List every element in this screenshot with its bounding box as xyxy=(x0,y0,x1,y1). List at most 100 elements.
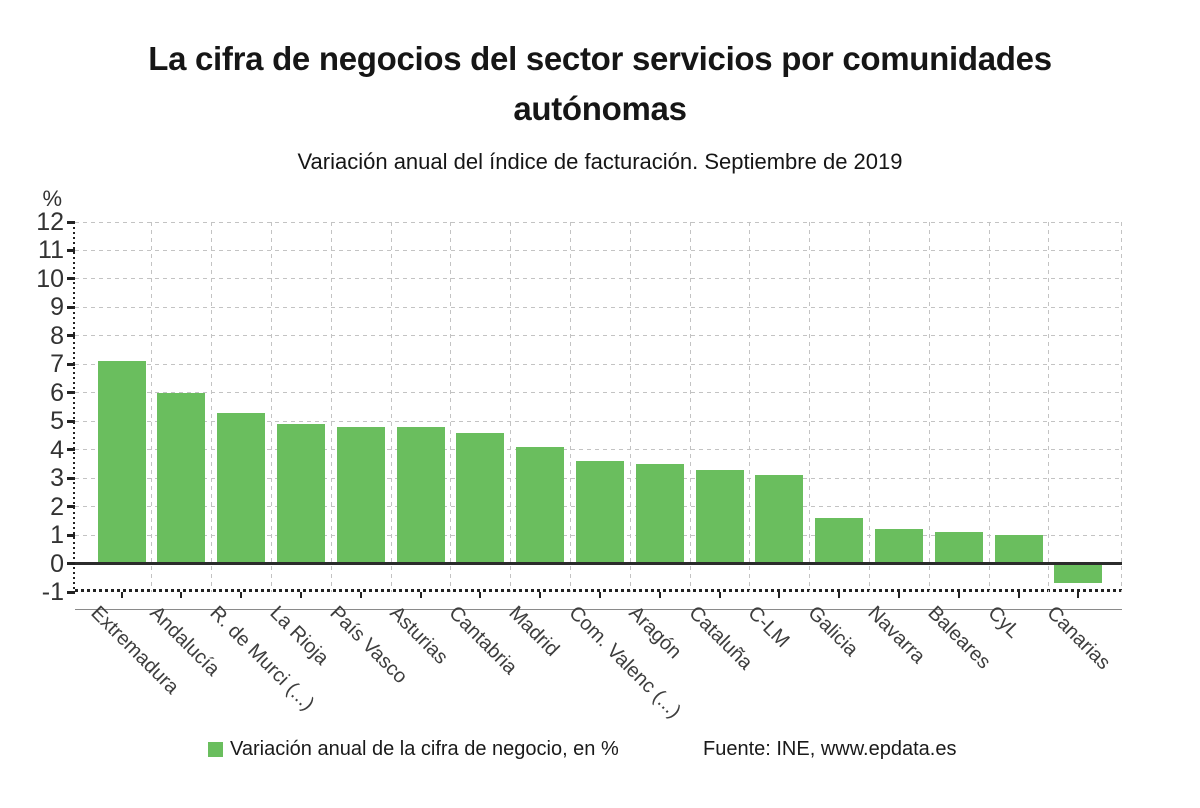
bar-andaluc-a xyxy=(157,392,206,564)
v-gridline xyxy=(928,222,930,592)
h-gridline xyxy=(75,335,1121,337)
y-axis-tick-mark xyxy=(67,277,75,281)
x-axis-tick-mark xyxy=(957,592,960,598)
x-axis-tick-mark xyxy=(778,592,781,598)
bar-cyl xyxy=(994,535,1043,564)
h-gridline xyxy=(75,249,1121,251)
h-gridline xyxy=(75,392,1121,394)
y-axis-tick-label: 3 xyxy=(50,464,64,493)
y-axis-tick-mark xyxy=(67,334,75,338)
x-axis-tick-mark xyxy=(658,592,661,598)
v-gridline xyxy=(1048,222,1050,592)
y-axis-tick-mark xyxy=(67,362,75,366)
h-gridline xyxy=(75,363,1121,365)
y-axis-tick-label: 5 xyxy=(50,407,64,436)
chart-title: La cifra de negocios del sector servicio… xyxy=(0,0,1200,134)
h-gridline xyxy=(75,221,1121,223)
bar-catalu-a xyxy=(695,469,744,564)
x-axis-tick-mark xyxy=(718,592,721,598)
bar-com-valenc xyxy=(575,461,624,564)
v-gridline xyxy=(390,222,392,592)
h-gridline xyxy=(75,306,1121,308)
y-axis-tick-label: 7 xyxy=(50,350,64,379)
bar-navarra xyxy=(874,529,923,564)
x-axis-tick-mark xyxy=(1017,592,1020,598)
v-gridline xyxy=(869,222,870,592)
v-gridline xyxy=(330,222,332,592)
v-gridline xyxy=(211,222,213,592)
y-axis-tick-label: 8 xyxy=(50,321,64,350)
h-gridline xyxy=(75,278,1121,280)
bar-cantabria xyxy=(456,432,505,564)
x-axis-label: R. de Murci (...) xyxy=(205,602,319,715)
y-axis-tick-mark xyxy=(67,305,75,309)
v-gridline xyxy=(151,222,153,592)
bar-r-de-murci xyxy=(217,412,266,564)
y-axis-tick-mark xyxy=(67,419,75,423)
x-axis-tick-mark xyxy=(299,592,302,598)
x-axis-label: Galicia xyxy=(803,602,863,661)
bar-madrid xyxy=(516,446,565,564)
bar-baleares xyxy=(934,532,983,564)
x-label-underline xyxy=(75,609,1122,610)
zero-baseline xyxy=(75,562,1122,565)
chart-subtitle: Variación anual del índice de facturació… xyxy=(297,149,903,174)
y-axis-tick-mark xyxy=(67,505,75,509)
x-axis-tick-mark xyxy=(479,592,482,598)
bar-c-lm xyxy=(755,475,804,564)
v-gridline xyxy=(689,222,691,592)
y-axis-tick-mark xyxy=(67,448,75,452)
bar-canarias xyxy=(1054,563,1103,584)
v-gridline xyxy=(629,222,631,592)
x-axis-tick-mark xyxy=(240,592,243,598)
y-axis-tick-mark xyxy=(67,248,75,252)
v-gridline xyxy=(450,222,452,592)
x-axis-tick-mark xyxy=(180,592,183,598)
y-axis-tick-label: 2 xyxy=(50,492,64,521)
h-gridline xyxy=(75,449,1121,451)
legend-label: Variación anual de la cifra de negocio, … xyxy=(230,738,619,760)
x-axis-label: Com. Valenc (...) xyxy=(564,602,685,723)
x-axis-tick-mark xyxy=(897,592,900,598)
v-gridline xyxy=(570,222,571,592)
y-axis-tick-label: 6 xyxy=(50,378,64,407)
x-axis-tick-mark xyxy=(120,592,123,598)
v-gridline xyxy=(749,222,751,592)
y-axis-tick-label: 11 xyxy=(38,236,64,265)
x-axis-label: Cataluña xyxy=(683,602,757,675)
y-axis-tick-mark xyxy=(67,220,75,224)
x-axis-tick-mark xyxy=(598,592,601,598)
legend-and-source-row: Variación anual de la cifra de negocio, … xyxy=(0,738,1200,768)
x-axis-line xyxy=(75,589,1122,592)
y-axis-tick-mark xyxy=(67,590,75,594)
y-axis-tick-label: 10 xyxy=(36,264,64,293)
v-gridline xyxy=(988,222,990,592)
x-axis-tick-mark xyxy=(838,592,841,598)
v-gridline xyxy=(510,222,512,592)
y-axis-tick-label: 9 xyxy=(50,293,64,322)
plot-right-border xyxy=(1121,222,1122,592)
y-axis-tick-label: 0 xyxy=(50,549,64,578)
x-axis-tick-mark xyxy=(1077,592,1080,598)
chart-title-line1: La cifra de negocios del sector servicio… xyxy=(148,40,1052,77)
y-axis-unit-label: % xyxy=(42,186,62,211)
bar-asturias xyxy=(396,426,445,564)
x-axis-tick-mark xyxy=(359,592,362,598)
bar-galicia xyxy=(815,518,864,564)
y-axis-tick-label: 12 xyxy=(36,208,64,236)
v-gridline xyxy=(809,222,811,592)
bar-pa-s-vasco xyxy=(336,426,385,564)
source-label: Fuente: INE, www.epdata.es xyxy=(703,738,957,760)
h-gridline xyxy=(75,420,1121,422)
v-gridline xyxy=(271,222,272,592)
x-axis-tick-mark xyxy=(419,592,422,598)
y-axis-tick-mark xyxy=(67,476,75,480)
y-axis-tick-label: 4 xyxy=(50,435,64,464)
bar-la-rioja xyxy=(276,424,325,564)
y-axis-tick-mark xyxy=(67,533,75,537)
y-axis-tick-mark xyxy=(67,562,75,566)
y-axis-line xyxy=(73,222,75,592)
legend-swatch xyxy=(208,742,223,757)
chart-title-line2: autónomas xyxy=(513,90,687,127)
